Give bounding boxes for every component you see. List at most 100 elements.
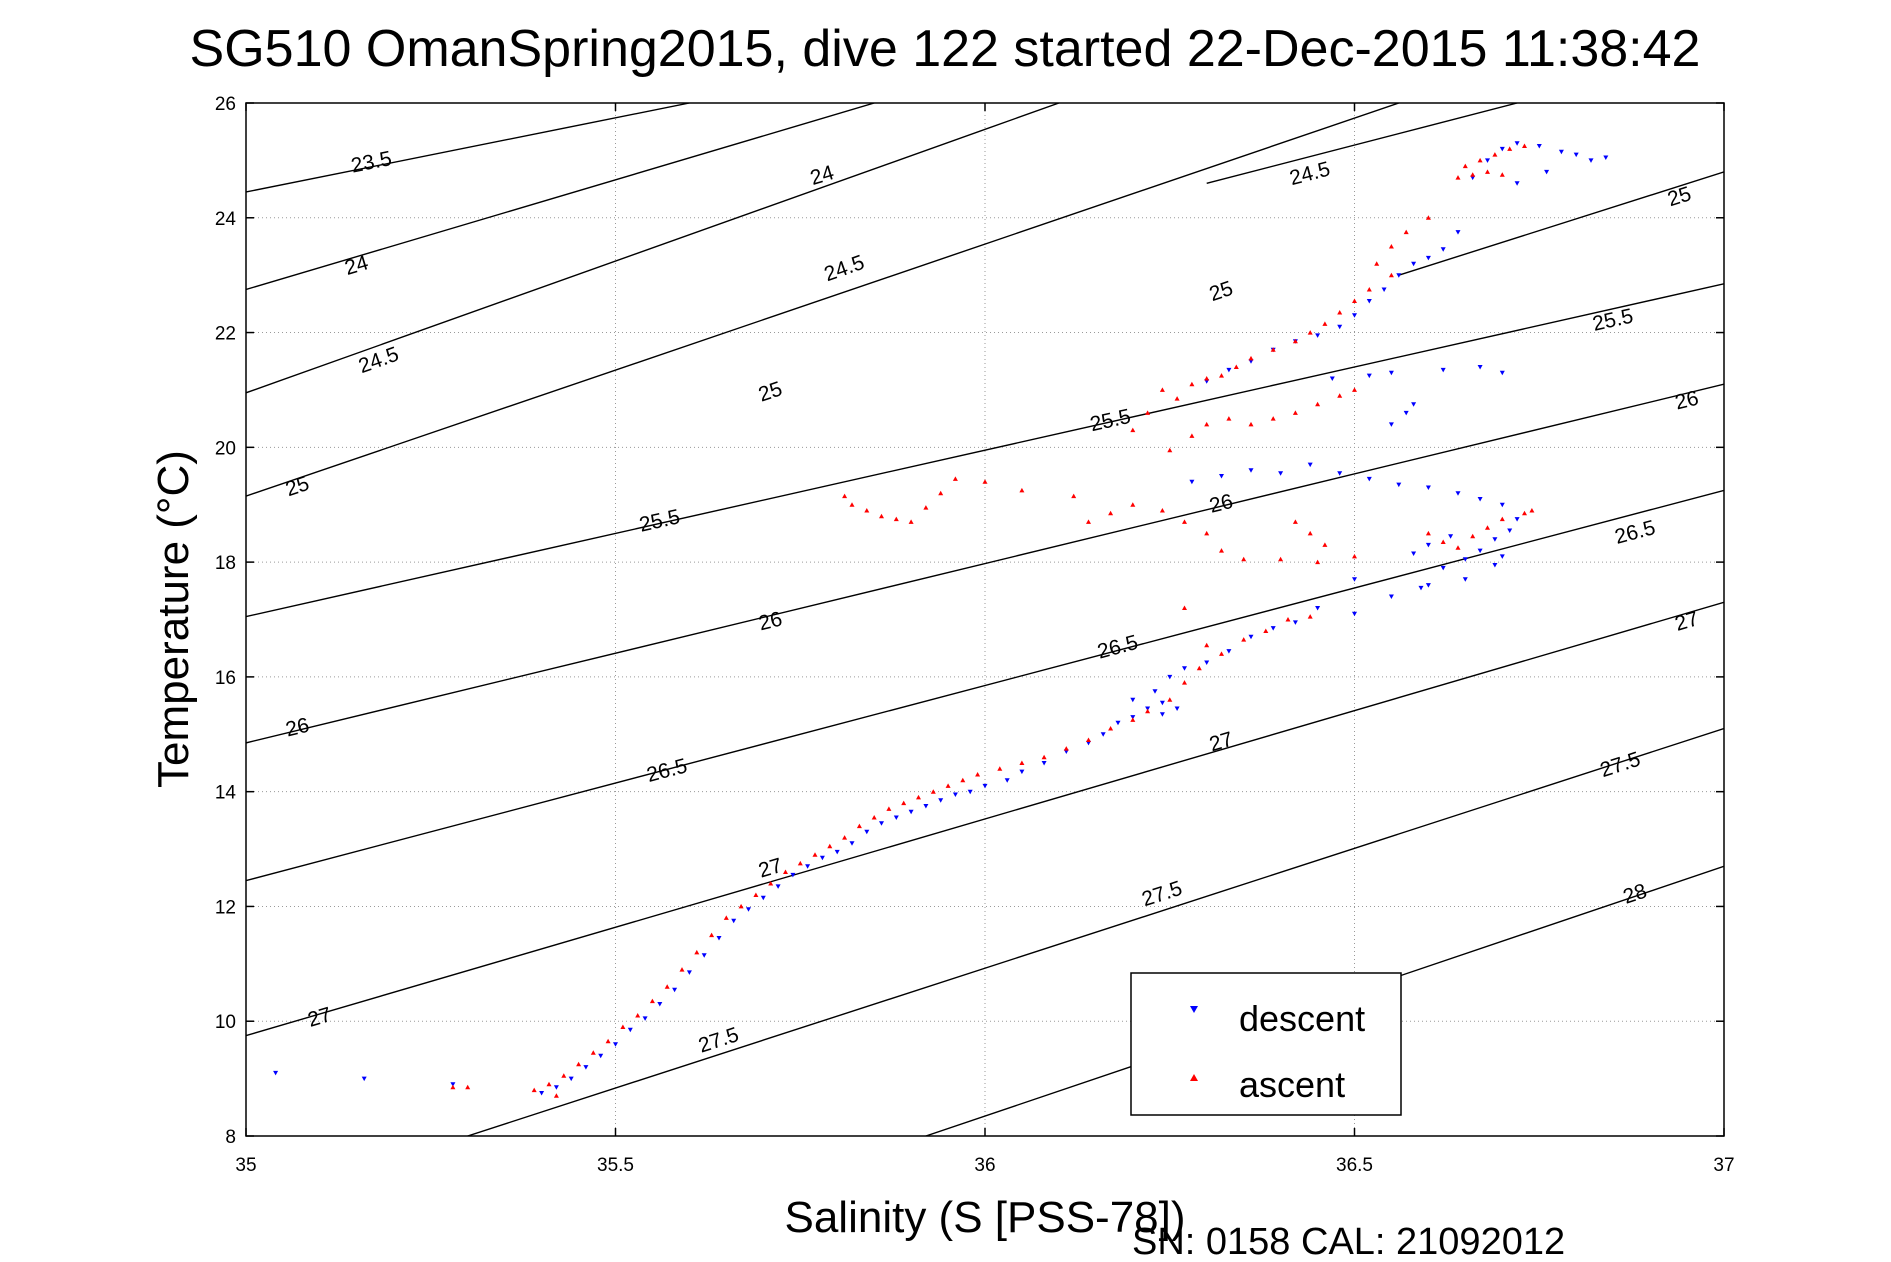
- ascent-point: [1204, 421, 1210, 427]
- descent-point: [1381, 287, 1387, 292]
- ascent-point: [1189, 381, 1195, 387]
- descent-point: [1440, 565, 1446, 571]
- legend-ascent-marker: [1190, 1074, 1198, 1081]
- descent-point: [273, 1070, 279, 1076]
- ascent-point: [1019, 487, 1025, 493]
- descent-point: [627, 1027, 633, 1033]
- ascent-point: [1182, 605, 1187, 610]
- ascent-point: [827, 843, 833, 849]
- ascent-point: [842, 835, 848, 840]
- y-axis-title: Temperature (°C): [149, 450, 198, 788]
- descent-point: [1226, 649, 1232, 654]
- descent-point: [1499, 502, 1505, 508]
- legend-descent-marker: [1190, 1006, 1198, 1013]
- y-tick-label: 16: [215, 668, 236, 689]
- sigma-contour-label: 26: [1673, 387, 1701, 415]
- ascent-point: [1455, 545, 1461, 550]
- ascent-point: [945, 783, 951, 788]
- ascent-point: [1196, 665, 1202, 671]
- ascent-point: [1470, 172, 1476, 177]
- descent-point: [1115, 720, 1121, 726]
- descent-point: [1204, 660, 1210, 665]
- descent-point: [1086, 740, 1091, 746]
- sigma-contour-line: [246, 103, 1060, 394]
- ascent-point: [1499, 172, 1505, 177]
- descent-point: [553, 1085, 559, 1090]
- ascent-point: [1307, 614, 1313, 619]
- ascent-point: [1174, 396, 1180, 401]
- sigma-contour-line: [467, 727, 1724, 1136]
- ascent-point: [1019, 760, 1025, 765]
- ascent-point: [812, 852, 818, 857]
- ascent-point: [856, 823, 862, 829]
- ascent-point: [753, 892, 759, 897]
- descent-point: [613, 1042, 618, 1047]
- descent-point: [938, 798, 944, 803]
- sigma-contour-label: 26: [1207, 490, 1235, 518]
- descent-point: [1536, 144, 1542, 149]
- descent-point: [568, 1076, 574, 1082]
- descent-point: [1507, 528, 1513, 533]
- descent-point: [1418, 585, 1424, 591]
- ascent-point: [1322, 542, 1328, 547]
- descent-point: [746, 907, 751, 912]
- descent-point: [1477, 365, 1483, 370]
- sigma-contour-line: [1398, 171, 1724, 276]
- ascent-point: [1130, 502, 1136, 507]
- descent-point: [1462, 577, 1468, 582]
- descent-point: [583, 1065, 589, 1070]
- descent-point: [1440, 247, 1446, 252]
- x-tick-label: 37: [1713, 1155, 1734, 1176]
- descent-point: [1130, 697, 1136, 703]
- ascent-point: [960, 777, 966, 783]
- ascent-point: [982, 479, 988, 484]
- descent-point: [819, 855, 825, 861]
- ascent-point: [1226, 416, 1232, 421]
- legend-descent-label: descent: [1239, 998, 1365, 1039]
- sigma-contour-line: [246, 103, 875, 291]
- ascent-point: [1041, 754, 1047, 760]
- ascent-point: [1492, 152, 1498, 157]
- descent-point: [1189, 479, 1195, 485]
- descent-point: [1366, 299, 1372, 304]
- ascent-point: [1522, 143, 1527, 148]
- ascent-point: [576, 1061, 582, 1067]
- ascent-point: [1470, 533, 1476, 539]
- ascent-point: [1352, 387, 1357, 392]
- descent-point: [642, 1016, 648, 1021]
- descent-point: [1292, 620, 1298, 625]
- ascent-point: [923, 505, 929, 510]
- descent-point: [864, 829, 870, 835]
- descent-point: [1004, 778, 1010, 783]
- descent-point: [879, 821, 884, 826]
- descent-point: [1100, 732, 1106, 737]
- descent-point: [1278, 471, 1284, 476]
- ascent-point: [679, 967, 685, 972]
- descent-point: [1573, 152, 1579, 158]
- ascent-point: [450, 1084, 456, 1090]
- ascent-point: [842, 493, 848, 499]
- ascent-point: [1204, 642, 1210, 648]
- ascent-point: [901, 800, 907, 806]
- ascent-point: [1145, 410, 1151, 415]
- ascent-point: [975, 772, 981, 777]
- y-tick-label: 26: [215, 94, 236, 115]
- ascent-point: [1499, 516, 1505, 522]
- descent-point: [731, 918, 737, 924]
- ascent-point: [916, 794, 921, 800]
- ascent-point: [1159, 508, 1165, 513]
- sigma-contour-line: [246, 103, 1400, 497]
- ascent-point: [709, 932, 715, 938]
- ascent-point: [664, 984, 670, 989]
- ascent-point: [1388, 244, 1394, 249]
- descent-point: [1396, 273, 1402, 278]
- ascent-point: [938, 490, 944, 496]
- descent-point: [686, 970, 692, 975]
- y-tick-label: 24: [215, 209, 237, 230]
- ascent-point: [1307, 330, 1313, 335]
- descent-point: [790, 872, 796, 878]
- ascent-point: [1108, 726, 1114, 731]
- ascent-point: [879, 513, 884, 519]
- ascent-point: [886, 806, 892, 811]
- descent-point: [1174, 706, 1180, 711]
